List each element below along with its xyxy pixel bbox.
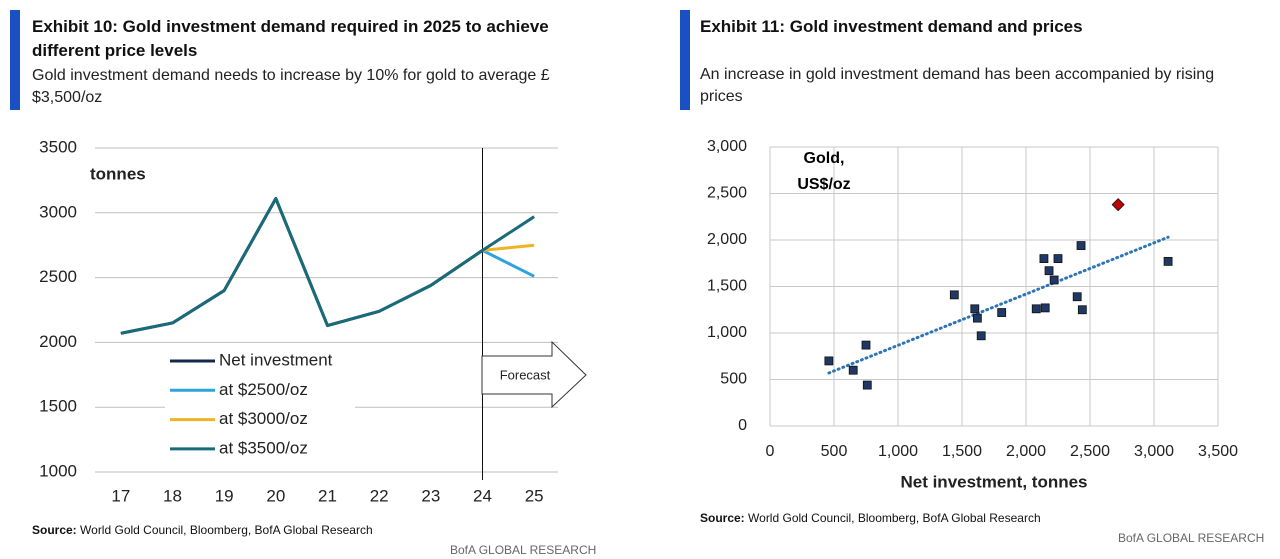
point — [1031, 304, 1041, 314]
brand: BofA GLOBAL RESEARCH — [1118, 531, 1265, 545]
x-tick-label: 3,500 — [1198, 443, 1238, 460]
x-tick-label: 24 — [473, 486, 492, 505]
x-tick-label: 23 — [421, 486, 440, 505]
accent-bar — [10, 10, 20, 110]
point — [1049, 275, 1059, 285]
x-tick-label: 1,500 — [942, 443, 982, 460]
x-tick-label: 18 — [163, 486, 182, 505]
y-tick-label: 2000 — [39, 332, 77, 351]
source-label: Source: — [32, 523, 77, 537]
x-tick-label: 0 — [766, 443, 775, 460]
subtitle: An increase in gold investment demand ha… — [700, 66, 1215, 105]
title: Exhibit 10: Gold investment demand requi… — [32, 17, 549, 60]
series-line — [482, 243, 535, 252]
legend-box — [165, 348, 355, 463]
series-line — [481, 249, 535, 278]
legend-label: at $3000/oz — [219, 409, 308, 428]
x-tick-label: 3,000 — [1134, 443, 1174, 460]
title: Exhibit 11: Gold investment demand and p… — [700, 17, 1083, 36]
forecast-arrow — [481, 340, 587, 409]
point — [848, 365, 858, 375]
x-tick-label: 2,000 — [1006, 443, 1046, 460]
x-tick-label: 21 — [318, 486, 337, 505]
trend-line — [827, 235, 1170, 375]
y-tick-label: 1500 — [39, 397, 77, 416]
x-axis-label: Net investment, tonnes — [900, 472, 1087, 491]
x-tick-label: 19 — [215, 486, 234, 505]
x-tick-label: 2,500 — [1070, 443, 1110, 460]
source: Source: World Gold Council, Bloomberg, B… — [700, 511, 1041, 525]
y-tick-label: 500 — [720, 371, 747, 388]
y-tick-label: 0 — [738, 417, 747, 434]
point — [1077, 305, 1087, 315]
y-tick-label: 3000 — [39, 202, 77, 221]
point — [1111, 198, 1125, 212]
point — [997, 308, 1007, 317]
x-tick-label: 500 — [821, 443, 848, 460]
point — [970, 304, 980, 314]
legend-label: at $2500/oz — [219, 380, 308, 399]
point — [1076, 241, 1086, 250]
brand: BofA GLOBAL RESEARCH — [450, 543, 597, 557]
y-tick-label: 1,000 — [707, 324, 747, 341]
source-text: World Gold Council, Bloomberg, BofA Glob… — [748, 511, 1041, 525]
y-tick-label: 2,500 — [707, 185, 747, 202]
point — [1039, 254, 1049, 264]
point — [972, 313, 982, 323]
y-tick-label: 3,000 — [707, 138, 747, 155]
x-tick-label: 1,000 — [878, 443, 918, 460]
x-tick-label: 25 — [525, 486, 544, 505]
annotation: Forecast — [500, 367, 551, 382]
y-tick-label: 1,500 — [707, 278, 747, 295]
point — [949, 290, 959, 300]
subtitle: Gold investment demand needs to increase… — [32, 67, 550, 106]
x-tick-label: 17 — [111, 486, 130, 505]
y-tick-label: 2500 — [39, 267, 77, 286]
y-axis-label: tonnes — [90, 164, 146, 183]
point — [1053, 254, 1063, 264]
legend-label: at $3500/oz — [219, 438, 308, 457]
point — [1044, 266, 1054, 276]
point — [1163, 256, 1173, 266]
y-tick-label: 2,000 — [707, 231, 747, 248]
source: Source: World Gold Council, Bloomberg, B… — [32, 523, 373, 537]
point — [824, 356, 834, 366]
x-tick-label: 22 — [370, 486, 389, 505]
accent-bar — [680, 10, 690, 110]
y-tick-label: 1000 — [39, 461, 77, 480]
source-label: Source: — [700, 511, 745, 525]
point — [862, 380, 872, 390]
point — [976, 331, 986, 341]
y-tick-label: 3500 — [39, 137, 77, 156]
point — [861, 340, 871, 350]
x-tick-label: 20 — [266, 486, 285, 505]
series-line — [120, 197, 535, 335]
point — [1072, 292, 1082, 302]
point — [1040, 303, 1050, 313]
source-text: World Gold Council, Bloomberg, BofA Glob… — [80, 523, 373, 537]
legend-label: Net investment — [219, 350, 333, 369]
y-axis-label: Gold, US$/oz — [797, 150, 851, 193]
